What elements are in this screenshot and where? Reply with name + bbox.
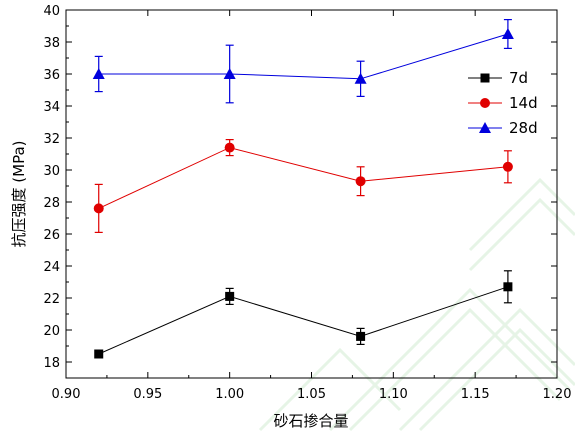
legend-item-7d: 7d (468, 69, 528, 87)
y-tick-label: 20 (43, 324, 60, 339)
series-layer (92, 19, 514, 359)
y-tick-label: 22 (43, 292, 60, 307)
data-point-28d (501, 28, 514, 39)
legend: 7d 14d 28d (468, 69, 538, 137)
y-tick-label: 38 (43, 36, 60, 51)
data-point-7d (94, 349, 104, 359)
x-tick-label: 1.20 (543, 387, 572, 402)
data-point-7d (356, 331, 366, 341)
series-line-14d (98, 147, 508, 209)
watermark (258, 177, 575, 432)
legend-marker (479, 122, 491, 133)
x-tick-label: 1.00 (215, 387, 244, 402)
y-tick-label: 30 (43, 164, 60, 179)
x-tick-label: 0.95 (133, 387, 162, 402)
y-tick-label: 32 (43, 132, 60, 147)
series-7d (94, 270, 513, 359)
legend-marker (480, 98, 490, 108)
y-tick-label: 40 (43, 4, 60, 19)
x-tick-label: 1.15 (461, 387, 490, 402)
legend-item-28d: 28d (468, 119, 538, 137)
legend-label: 14d (509, 94, 538, 112)
data-point-28d (92, 68, 105, 79)
data-point-14d (355, 176, 366, 187)
y-tick-label: 34 (43, 100, 60, 115)
y-tick-label: 36 (43, 68, 60, 83)
axis-ticks: 0.90 0.95 1.00 1.05 1.10 1.15 1.20 18 20 22 24 26 28… (43, 4, 571, 402)
data-point-14d (224, 142, 235, 153)
legend-item-14d: 14d (468, 94, 538, 112)
series-line-28d (98, 33, 509, 80)
data-point-14d (93, 203, 104, 214)
y-axis-label: 抗压强度 (MPa) (10, 141, 28, 248)
series-28d (92, 19, 514, 104)
series-line-7d (98, 286, 509, 355)
data-point-28d (223, 68, 236, 79)
x-tick-label: 1.10 (379, 387, 408, 402)
data-point-7d (503, 282, 513, 292)
data-point-14d (502, 161, 513, 172)
legend-label: 7d (509, 69, 528, 87)
y-tick-label: 28 (43, 196, 60, 211)
data-point-28d (354, 72, 367, 84)
series-14d (93, 139, 513, 233)
y-tick-label: 18 (43, 356, 60, 371)
y-tick-label: 24 (43, 260, 60, 275)
legend-label: 28d (509, 119, 538, 137)
x-tick-label: 1.05 (297, 387, 326, 402)
data-point-7d (225, 291, 235, 301)
x-axis-label: 砂石掺合量 (273, 412, 348, 430)
y-tick-label: 26 (43, 228, 60, 243)
x-tick-label: 0.90 (52, 387, 81, 402)
legend-marker (480, 73, 490, 83)
